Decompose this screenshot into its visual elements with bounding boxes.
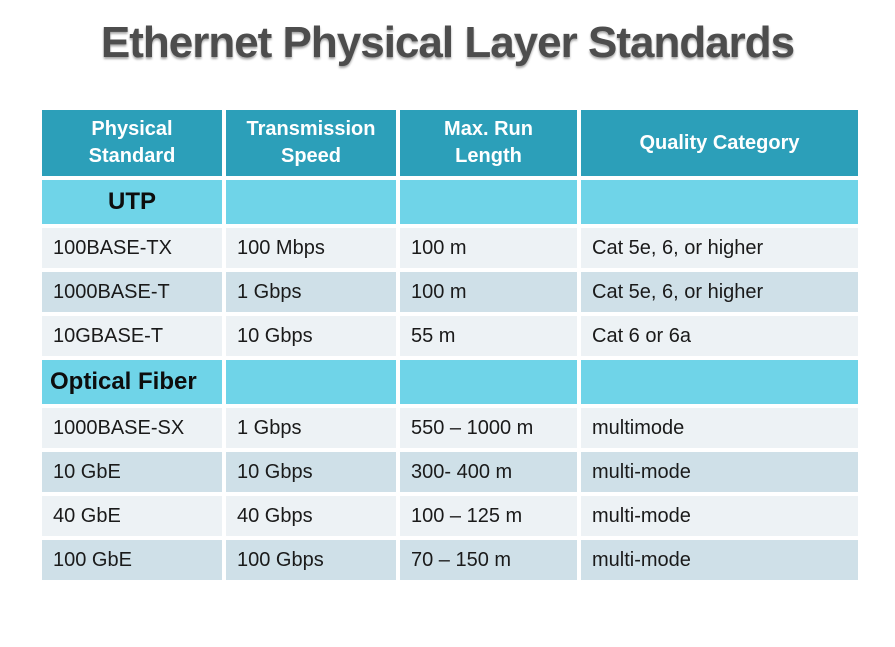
section-header-utp: UTP <box>42 180 222 224</box>
table-cell: 55 m <box>400 316 577 356</box>
table-cell: Cat 5e, 6, or higher <box>581 228 858 268</box>
table-cell: 300- 400 m <box>400 452 577 492</box>
table-cell: 100 – 125 m <box>400 496 577 536</box>
table-cell: 40 Gbps <box>226 496 396 536</box>
table-cell: 10 Gbps <box>226 316 396 356</box>
table-cell: multimode <box>581 408 858 448</box>
section-header-spacer <box>581 180 858 224</box>
table-cell: 100 Mbps <box>226 228 396 268</box>
section-header-spacer <box>400 360 577 404</box>
ethernet-standards-table: Physical Standard Transmission Speed Max… <box>42 110 858 580</box>
column-header-quality-category: Quality Category <box>581 110 858 176</box>
section-header-spacer <box>581 360 858 404</box>
table-cell: 1000BASE-SX <box>42 408 222 448</box>
section-header-spacer <box>226 180 396 224</box>
table-cell: 1 Gbps <box>226 408 396 448</box>
table-cell: 550 – 1000 m <box>400 408 577 448</box>
column-header-physical-standard: Physical Standard <box>42 110 222 176</box>
table-cell: multi-mode <box>581 452 858 492</box>
table-cell: 10 Gbps <box>226 452 396 492</box>
table-cell: 10 GbE <box>42 452 222 492</box>
section-header-spacer <box>400 180 577 224</box>
page-title: Ethernet Physical Layer Standards <box>100 18 795 67</box>
table-cell: 1 Gbps <box>226 272 396 312</box>
table-cell: 100 m <box>400 272 577 312</box>
table-cell: multi-mode <box>581 540 858 580</box>
table-cell: 100 GbE <box>42 540 222 580</box>
table-cell: 70 – 150 m <box>400 540 577 580</box>
table-cell: multi-mode <box>581 496 858 536</box>
table-cell: 100BASE-TX <box>42 228 222 268</box>
table-cell: 40 GbE <box>42 496 222 536</box>
table-cell: 100 Gbps <box>226 540 396 580</box>
table-cell: 10GBASE-T <box>42 316 222 356</box>
section-header-optical-fiber: Optical Fiber <box>42 360 222 404</box>
table-cell: 100 m <box>400 228 577 268</box>
column-header-max-run-length: Max. Run Length <box>400 110 577 176</box>
column-header-transmission-speed: Transmission Speed <box>226 110 396 176</box>
table-cell: 1000BASE-T <box>42 272 222 312</box>
table-cell: Cat 5e, 6, or higher <box>581 272 858 312</box>
section-header-spacer <box>226 360 396 404</box>
table-cell: Cat 6 or 6a <box>581 316 858 356</box>
